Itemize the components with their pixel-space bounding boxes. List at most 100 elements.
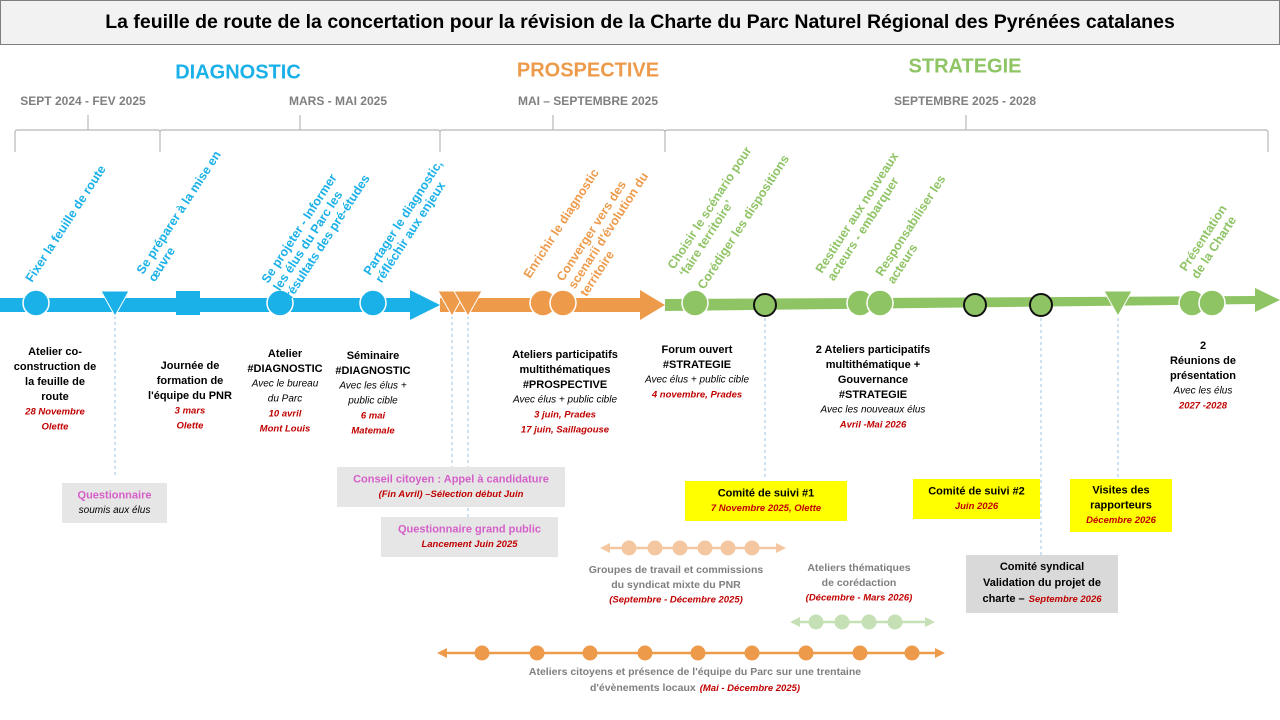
block-note: public cible <box>347 396 398 407</box>
block-title: Ateliers thématiques <box>807 562 910 574</box>
block-note: Avec élus + public cible <box>644 375 749 386</box>
range-dot <box>672 540 688 556</box>
block-line: Ateliers citoyens et présence de l'équip… <box>529 666 861 678</box>
marker-triangle <box>100 290 130 318</box>
block-title: Visites des <box>1092 484 1149 496</box>
box <box>685 481 847 521</box>
marker-open <box>963 293 987 317</box>
block-title: construction de <box>14 361 97 373</box>
step-line: Fixer la feuille de route <box>23 163 109 285</box>
block-date: 3 juin, Prades <box>534 410 596 421</box>
block-date: Juin 2026 <box>955 501 999 512</box>
block-title: formation de <box>157 375 224 387</box>
period: SEPT 2024 - FEV 2025 <box>20 94 146 108</box>
block-date: Olette <box>42 422 70 433</box>
block-title: Comité syndical <box>1000 561 1084 573</box>
block-date: 10 avril <box>269 409 302 420</box>
block-title: charte – <box>982 593 1024 605</box>
box <box>381 517 558 557</box>
range-dot <box>834 614 850 630</box>
block-date: Olette <box>177 421 205 432</box>
period: SEPTEMBRE 2025 - 2028 <box>894 94 1036 108</box>
marker-open <box>753 293 777 317</box>
step-label: Se projeter - Informerles élus du Parc l… <box>259 157 373 301</box>
block-title: route <box>41 391 69 403</box>
block-title: rapporteurs <box>1090 499 1152 511</box>
step-label: Se préparer à la mise enœuvre <box>134 148 236 284</box>
step-label: Présentationde la Charte <box>1177 203 1242 282</box>
step-label: Fixer la feuille de route <box>23 163 109 285</box>
range-head <box>776 543 786 553</box>
range-dot <box>852 645 868 661</box>
block-date: Mont Louis <box>260 424 311 435</box>
marker-circle <box>681 289 709 317</box>
range-dot <box>808 614 824 630</box>
block-title: Ateliers participatifs <box>512 349 618 361</box>
block-date: Décembre 2026 <box>1086 515 1156 526</box>
range-dot <box>697 540 713 556</box>
block-title: Questionnaire <box>78 489 152 501</box>
timeline-diagnostic <box>0 290 440 320</box>
range-dot <box>582 645 598 661</box>
block-title: #STRATEGIE <box>839 389 907 401</box>
block-title: Atelier <box>268 348 303 360</box>
step-label: Partager le diagnostic,réfléchir aux enj… <box>361 158 458 286</box>
range-dot <box>647 540 663 556</box>
block-note: Avec les élus + <box>338 381 407 392</box>
block-title: Conseil citoyen : Appel à candidature <box>353 473 549 485</box>
box <box>913 479 1040 519</box>
marker-circle <box>1198 289 1226 317</box>
range-dot <box>690 645 706 661</box>
block-date: 6 mai <box>361 411 386 422</box>
block-title: #STRATEGIE <box>663 359 731 371</box>
marker-circle <box>359 289 387 317</box>
block-title: Séminaire <box>347 350 400 362</box>
block-date: 7 Novembre 2025, Olette <box>711 503 822 514</box>
block-title: Atelier co- <box>28 346 82 358</box>
block-date: Septembre 2026 <box>1029 594 1103 605</box>
block-date: (Mai - Décembre 2025) <box>700 683 800 694</box>
block-title: multithématique + <box>826 359 920 371</box>
range-dot <box>744 540 760 556</box>
block-date: Matemale <box>351 426 395 437</box>
block-line: d'évènements locaux (Mai - Décembre 2025) <box>590 682 800 694</box>
block-title: l'équipe du PNR <box>148 390 232 402</box>
block-title: Groupes de travail et commissions <box>589 564 764 576</box>
step-line: Partager le diagnostic, <box>361 158 446 278</box>
title-bar <box>0 0 1280 45</box>
block-title: Comité de suivi #1 <box>718 487 815 499</box>
block-title: d'évènements locaux <box>590 682 696 694</box>
block-date: 2027 -2028 <box>1178 401 1228 412</box>
range-dot <box>904 645 920 661</box>
box <box>62 483 167 523</box>
range-head <box>437 648 447 658</box>
box <box>337 467 565 507</box>
marker-circle <box>549 289 577 317</box>
block-title: du syndicat mixte du PNR <box>611 579 741 591</box>
block-note: Avec élus + public cible <box>512 395 617 406</box>
block-title: de corédaction <box>822 577 897 589</box>
range-dot <box>720 540 736 556</box>
phase-name: PROSPECTIVE <box>517 59 659 81</box>
block-title: Validation du projet de <box>983 577 1101 589</box>
period: MARS - MAI 2025 <box>289 94 387 108</box>
block-title: Forum ouvert <box>662 344 733 356</box>
range-dot <box>861 614 877 630</box>
block-note: soumis aux élus <box>79 505 151 516</box>
range-dot <box>529 645 545 661</box>
range-dot <box>621 540 637 556</box>
block-note: Avec les élus <box>1173 386 1233 397</box>
block-title: multithématiques <box>519 364 610 376</box>
title: La feuille de route de la concertation p… <box>105 11 1175 33</box>
range-head <box>935 648 945 658</box>
range-dot <box>887 614 903 630</box>
block-title: Journée de <box>161 360 220 372</box>
block-date: 28 Novembre <box>24 407 85 418</box>
box <box>1070 479 1172 532</box>
range-head <box>600 543 610 553</box>
block-title: 2 <box>1200 340 1206 352</box>
range-dot <box>744 645 760 661</box>
marker-open <box>1029 293 1053 317</box>
step-line: Se préparer à la mise en <box>134 148 224 276</box>
